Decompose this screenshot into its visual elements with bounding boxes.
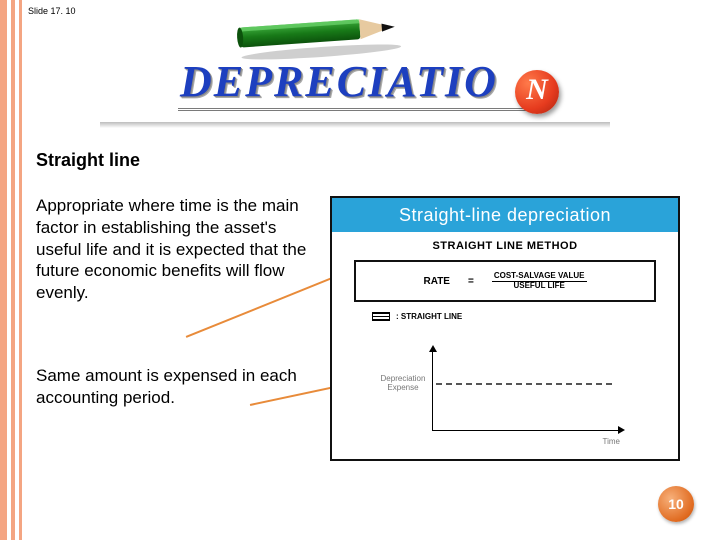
x-axis-arrow <box>618 426 625 434</box>
pencil-icon <box>228 2 411 64</box>
legend-label: : STRAIGHT LINE <box>396 312 462 321</box>
rate-fraction: COST-SALVAGE VALUE USEFUL LIFE <box>492 272 587 291</box>
title-block: DEPRECIATIO N <box>100 10 610 125</box>
equals-sign: = <box>468 276 474 287</box>
x-axis <box>432 430 620 431</box>
y-axis <box>432 347 433 431</box>
left-accent-stripes <box>0 0 22 540</box>
mini-chart: DepreciationExpense Time <box>380 347 630 445</box>
title-last-letter-ball: N <box>515 70 559 114</box>
subtitle: Straight line <box>36 150 140 171</box>
slide-index-label: Slide 17. 10 <box>28 6 76 16</box>
title-underline <box>178 108 528 111</box>
straight-line-series <box>436 383 612 385</box>
formula-box: RATE = COST-SALVAGE VALUE USEFUL LIFE <box>354 260 656 302</box>
legend-row: : STRAIGHT LINE <box>372 312 678 321</box>
diagram-header: Straight-line depreciation <box>332 198 678 232</box>
legend-swatch <box>372 312 390 321</box>
page-number-badge: 10 <box>658 486 694 522</box>
title-shadow <box>100 122 610 128</box>
method-label: STRAIGHT LINE METHOD <box>332 240 678 252</box>
paragraph-1: Appropriate where time is the main facto… <box>36 195 316 304</box>
diagram-box: Straight-line depreciation STRAIGHT LINE… <box>330 196 680 461</box>
x-axis-label: Time <box>603 437 620 446</box>
title-word: DEPRECIATIO <box>180 56 498 107</box>
y-axis-arrow <box>429 345 437 352</box>
y-axis-label: DepreciationExpense <box>377 375 429 393</box>
paragraph-2: Same amount is expensed in each accounti… <box>36 365 316 409</box>
rate-label: RATE <box>424 276 450 287</box>
fraction-bottom: USEFUL LIFE <box>513 282 564 291</box>
